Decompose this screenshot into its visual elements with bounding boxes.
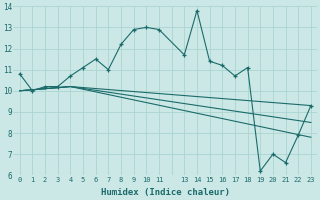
X-axis label: Humidex (Indice chaleur): Humidex (Indice chaleur): [101, 188, 230, 197]
